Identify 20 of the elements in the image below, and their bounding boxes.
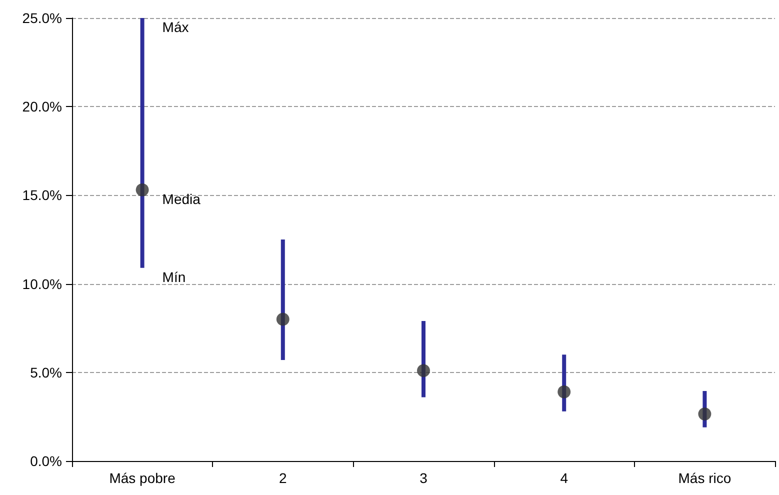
point: [558, 385, 571, 398]
annotation: Máx: [162, 19, 189, 35]
x-tick-label: Más rico: [678, 470, 732, 486]
x-tick-label: 2: [279, 470, 287, 486]
annotation: Media: [162, 190, 201, 207]
y-tick-label: 0.0%: [30, 453, 62, 469]
bar: [140, 18, 144, 268]
annotation: Mín: [162, 268, 186, 285]
point: [698, 408, 712, 421]
y-tick-label: 10.0%: [22, 276, 62, 292]
point: [136, 183, 149, 196]
y-tick-label: 20.0%: [22, 98, 62, 115]
x-tick-label: 4: [560, 470, 568, 486]
point: [417, 364, 430, 378]
x-tick-label: 3: [420, 470, 428, 486]
y-tick-label: 5.0%: [30, 364, 62, 380]
y-tick-label: 25.0%: [22, 10, 62, 26]
point: [276, 312, 290, 326]
x-tick-label: Más pobre: [109, 470, 176, 486]
y-tick-label: 15.0%: [22, 187, 62, 204]
